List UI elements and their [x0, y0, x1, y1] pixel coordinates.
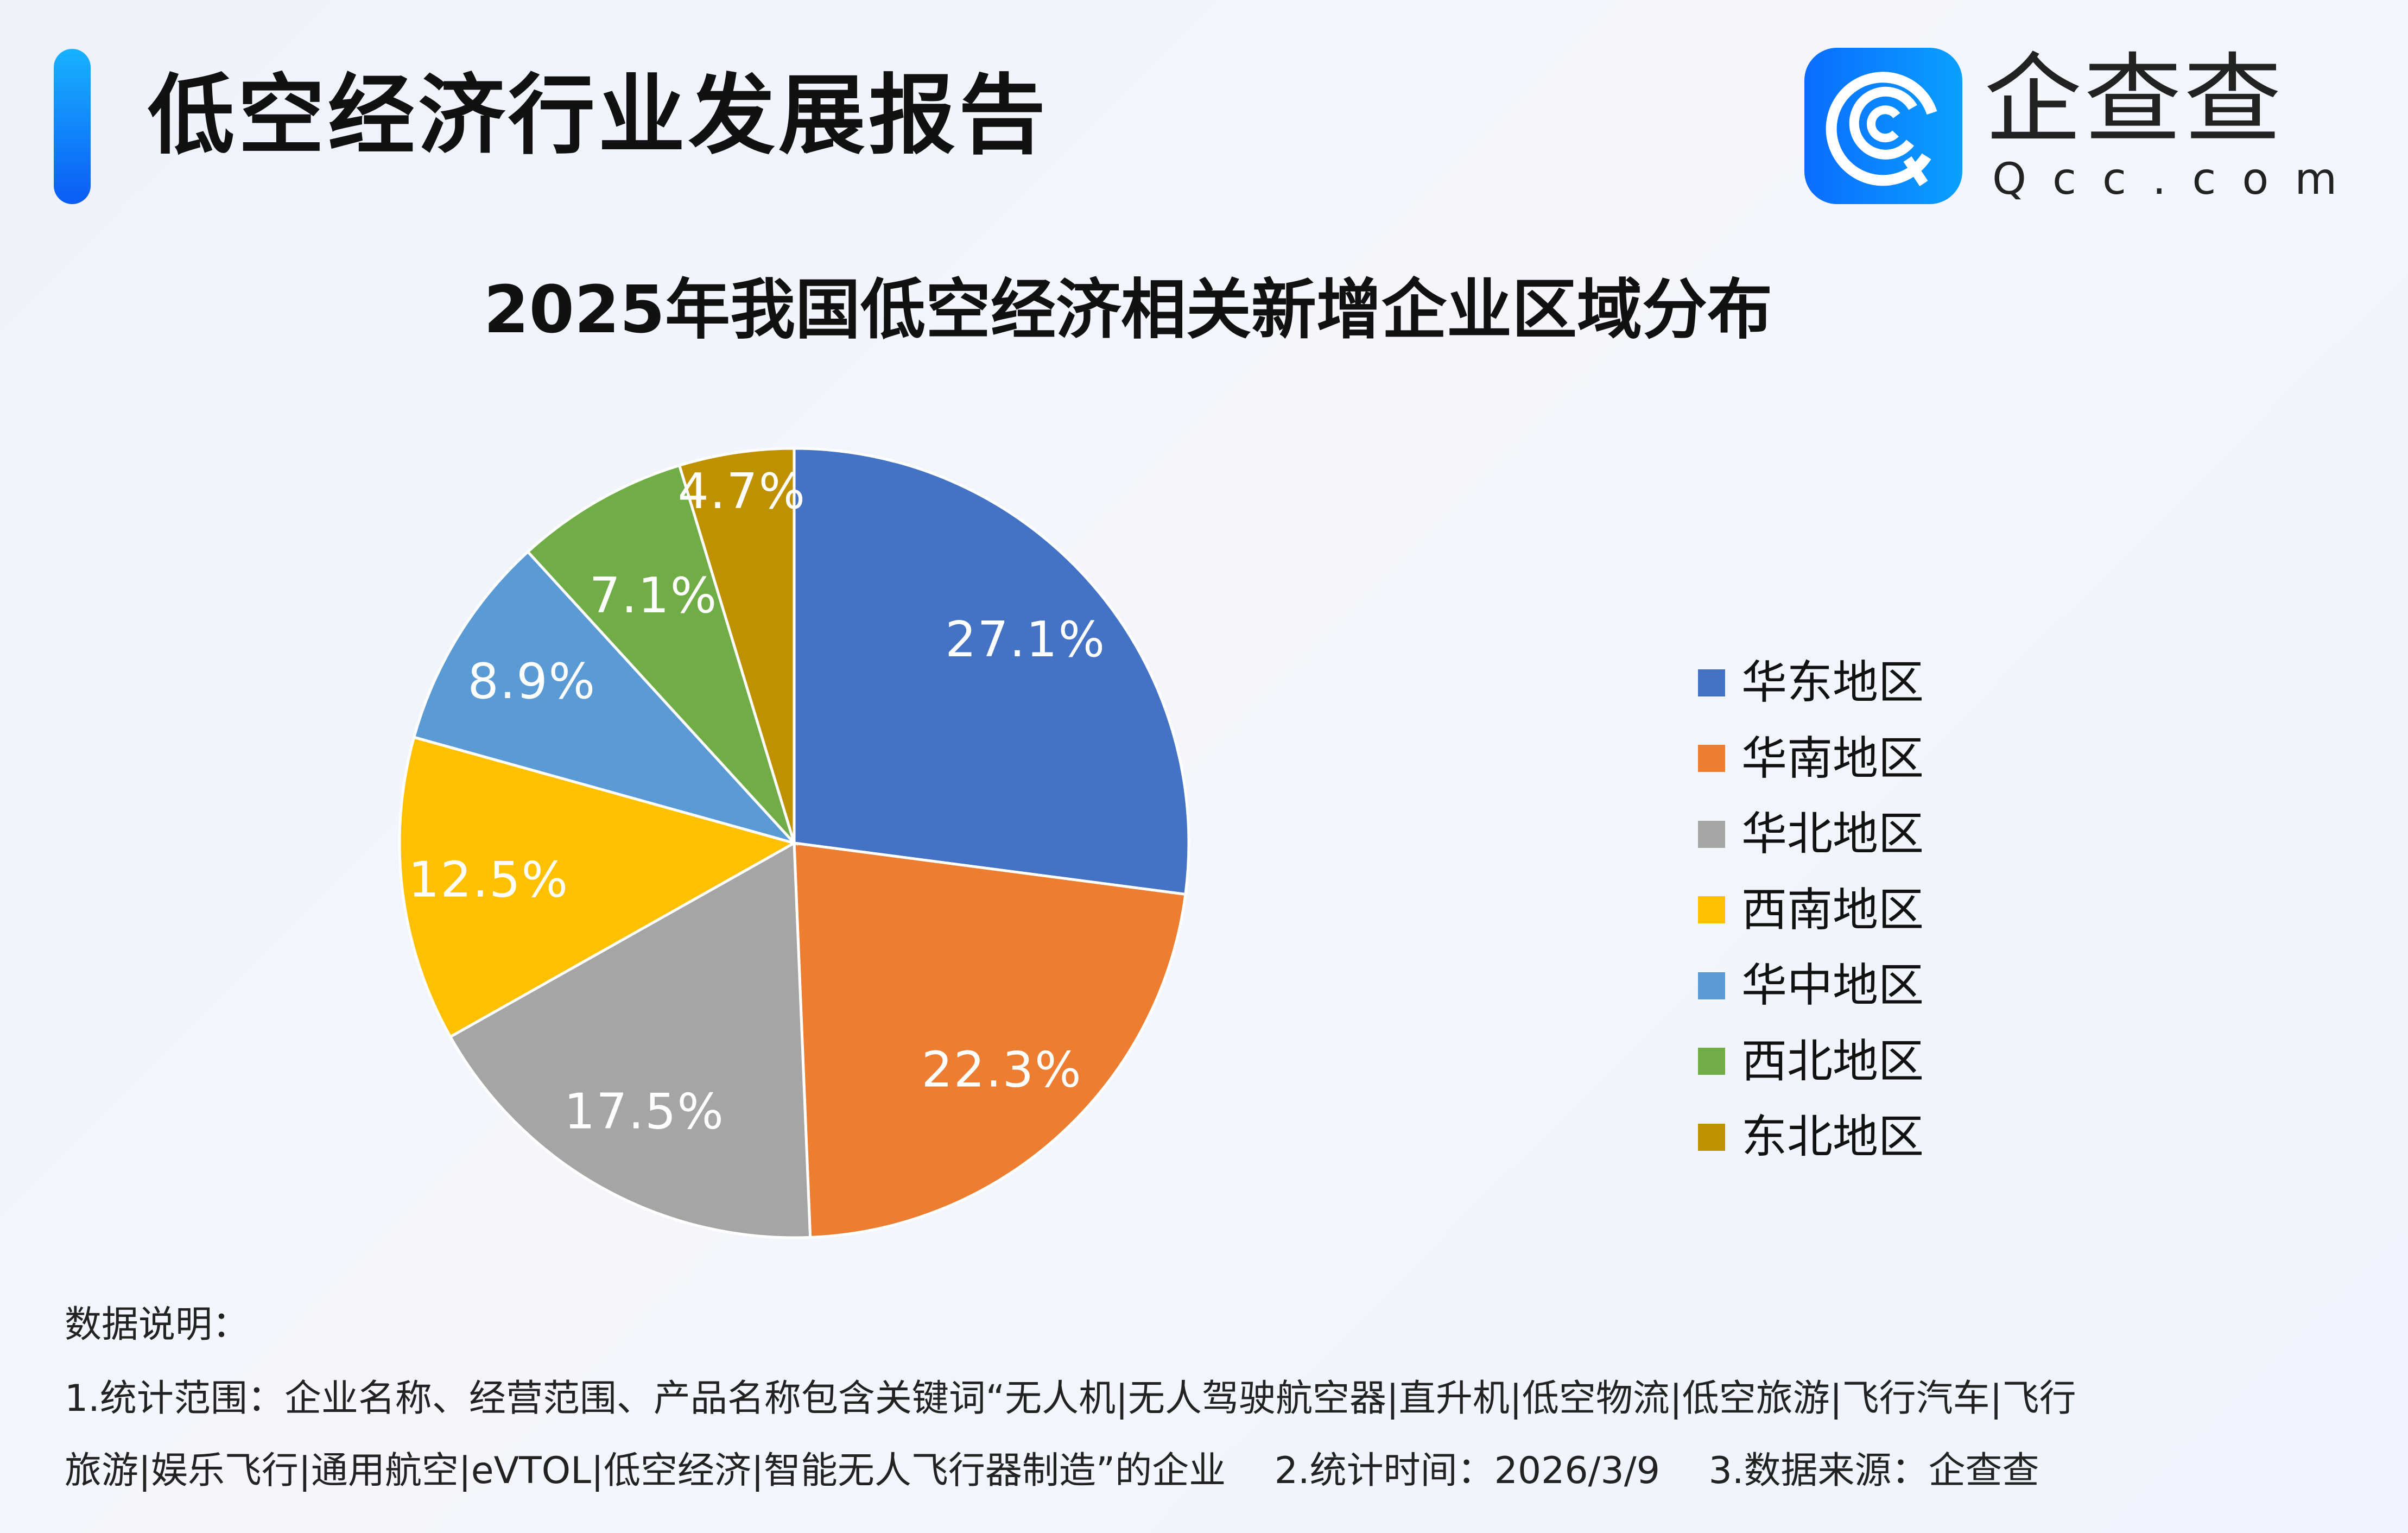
notes-line-1: 1.统计范围：企业名称、经营范围、产品名称包含关键词“无人机|无人驾驶航空器|直…	[65, 1377, 2076, 1420]
legend-label: 华中地区	[1741, 959, 1924, 1012]
legend-item: 东北地区	[1698, 1099, 1924, 1175]
legend-item: 华南地区	[1698, 721, 1924, 797]
legend-item: 华中地区	[1698, 948, 1924, 1024]
legend-item: 西南地区	[1698, 872, 1924, 948]
pie-slice-1	[793, 841, 1187, 1239]
pie-label-0: 27.1%	[945, 611, 1106, 668]
pie-label-1: 22.3%	[922, 1041, 1082, 1098]
pie-label-2: 17.5%	[564, 1083, 725, 1140]
legend-label: 华东地区	[1741, 656, 1924, 710]
legend-swatch	[1698, 896, 1725, 924]
qcc-logo-text: 企查查	[1984, 43, 2284, 157]
legend-label: 华南地区	[1741, 731, 1924, 785]
legend-swatch	[1698, 820, 1725, 848]
qcc-logo-icon	[1804, 48, 1962, 204]
notes-line-2: 旅游|娱乐飞行|通用航空|eVTOL|低空经济|智能无人飞行器制造”的企业 2.…	[65, 1449, 2039, 1492]
legend-label: 华北地区	[1741, 807, 1924, 861]
legend-swatch	[1698, 972, 1725, 999]
legend-swatch	[1698, 1123, 1725, 1151]
title-accent-bar	[54, 49, 91, 204]
pie-label-3: 12.5%	[408, 851, 569, 908]
pie-label-4: 8.9%	[467, 653, 596, 710]
legend-label: 西北地区	[1741, 1034, 1924, 1088]
pie-slice-2	[448, 840, 812, 1239]
legend-label: 东北地区	[1741, 1110, 1924, 1164]
legend-swatch	[1698, 1048, 1725, 1075]
report-title: 低空经济行业发展报告	[148, 65, 1049, 166]
pie-label-6: 4.7%	[678, 463, 807, 520]
legend-swatch	[1698, 669, 1725, 696]
pie-slice-3	[398, 735, 798, 1039]
pie-slice-6	[677, 447, 796, 844]
legend-item: 华东地区	[1698, 645, 1924, 721]
qcc-logo-domain: Qcc.com	[1992, 154, 2363, 204]
pie-slice-0	[793, 447, 1190, 896]
pie-label-5: 7.1%	[590, 567, 718, 624]
legend-swatch	[1698, 745, 1725, 772]
pie-slice-5	[525, 464, 796, 844]
legend: 华东地区华南地区华北地区西南地区华中地区西北地区东北地区	[1698, 645, 1924, 1175]
pie-slice-4	[412, 549, 799, 846]
legend-item: 华北地区	[1698, 796, 1924, 872]
notes-heading: 数据说明：	[65, 1303, 250, 1346]
chart-title: 2025年我国低空经济相关新增企业区域分布	[484, 273, 1772, 348]
legend-label: 西南地区	[1741, 883, 1924, 936]
legend-item: 西北地区	[1698, 1024, 1924, 1100]
